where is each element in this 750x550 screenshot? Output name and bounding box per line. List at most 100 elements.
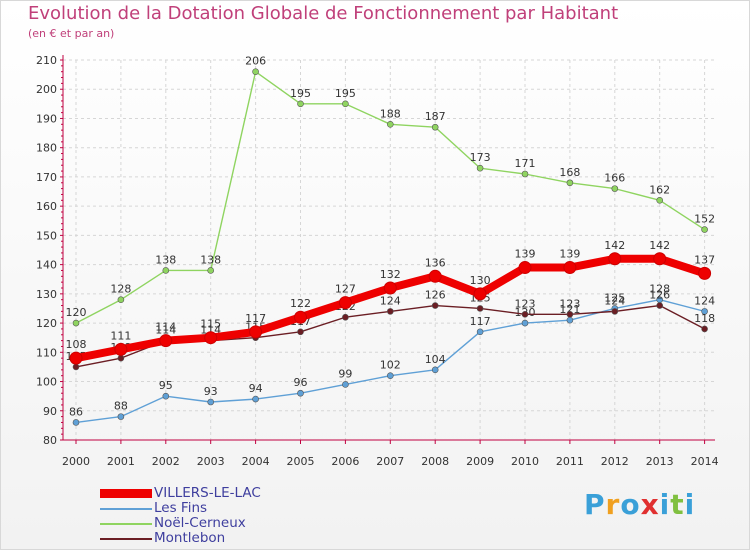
data-label-montlebon: 114: [155, 324, 176, 337]
legend-swatch-villers-le-lac: [100, 489, 152, 498]
data-point-les-fins: [566, 316, 574, 324]
x-tick-label: 2003: [197, 455, 225, 468]
data-point-no-l-cerneux: [476, 164, 484, 172]
logo-letter: r: [605, 488, 621, 521]
logo-letter: x: [640, 488, 660, 521]
data-point-les-fins: [252, 395, 259, 403]
data-point-villers-le-lac: [69, 351, 83, 365]
data-label-villers-le-lac: 108: [66, 338, 87, 351]
data-label-villers-le-lac: 139: [515, 248, 536, 261]
data-point-montlebon: [521, 311, 529, 318]
data-label-villers-le-lac: 122: [290, 297, 311, 310]
data-point-villers-le-lac: [159, 334, 173, 348]
data-point-villers-le-lac: [338, 296, 352, 310]
x-tick-label: 2008: [421, 455, 449, 468]
x-tick-label: 2009: [466, 455, 494, 468]
data-label-les-fins: 125: [604, 291, 625, 304]
data-point-les-fins: [431, 366, 439, 374]
logo-letter: t: [670, 488, 685, 521]
data-point-no-l-cerneux: [656, 197, 664, 204]
data-point-villers-le-lac: [698, 266, 712, 280]
data-label-les-fins: 121: [559, 303, 580, 316]
data-label-villers-le-lac: 130: [470, 274, 491, 287]
data-point-montlebon: [611, 308, 619, 315]
data-label-montlebon: 124: [380, 294, 401, 307]
data-label-les-fins: 102: [380, 359, 401, 372]
data-point-montlebon: [476, 305, 484, 312]
data-point-no-l-cerneux: [297, 100, 304, 108]
x-tick-label: 2010: [511, 455, 539, 468]
data-label-les-fins: 99: [338, 367, 352, 380]
data-point-montlebon: [566, 311, 574, 318]
data-label-montlebon: 123: [515, 297, 536, 310]
data-point-les-fins: [162, 392, 170, 400]
y-tick-label: 160: [36, 200, 57, 213]
chart-subtitle: (en € et par an): [28, 27, 115, 40]
logo-letter: P: [584, 488, 606, 521]
x-tick-label: 2005: [287, 455, 315, 468]
x-tick-label: 2014: [691, 455, 719, 468]
y-tick-label: 100: [36, 376, 57, 389]
data-label-no-l-cerneux: 138: [155, 253, 176, 266]
data-label-villers-le-lac: 142: [604, 239, 625, 252]
data-point-les-fins: [701, 308, 708, 315]
data-point-villers-le-lac: [563, 261, 577, 275]
legend-swatch-noel-cerneux: [100, 523, 152, 525]
y-tick-label: 110: [36, 346, 57, 359]
y-tick-label: 150: [36, 229, 57, 242]
data-point-no-l-cerneux: [386, 121, 394, 128]
data-point-no-l-cerneux: [611, 185, 619, 192]
data-label-no-l-cerneux: 195: [290, 87, 311, 100]
data-label-les-fins: 93: [204, 385, 218, 398]
data-point-no-l-cerneux: [252, 68, 259, 75]
y-tick-label: 180: [36, 142, 57, 155]
data-point-villers-le-lac: [428, 269, 442, 283]
x-tick-label: 2004: [242, 455, 270, 468]
data-label-montlebon: 126: [649, 289, 670, 302]
y-tick-label: 140: [36, 259, 57, 272]
data-label-no-l-cerneux: 206: [245, 55, 266, 68]
legend-label-noel-cerneux: Noël-Cerneux: [154, 515, 246, 531]
data-point-no-l-cerneux: [117, 296, 125, 303]
x-tick-label: 2013: [646, 455, 674, 468]
data-label-les-fins: 88: [114, 400, 128, 413]
x-tick-label: 2000: [62, 455, 90, 468]
data-label-montlebon: 124: [604, 294, 625, 307]
data-point-no-l-cerneux: [431, 123, 439, 131]
data-point-les-fins: [72, 419, 80, 426]
data-point-les-fins: [342, 381, 349, 388]
data-point-les-fins: [117, 413, 125, 420]
data-point-no-l-cerneux: [72, 319, 80, 327]
y-tick-label: 210: [36, 54, 57, 67]
data-point-montlebon: [72, 363, 80, 371]
y-tick-label: 80: [43, 434, 57, 447]
logo-letter: o: [620, 488, 641, 521]
data-point-no-l-cerneux: [162, 267, 170, 274]
data-label-no-l-cerneux: 162: [649, 183, 670, 196]
x-tick-label: 2001: [107, 455, 135, 468]
data-label-les-fins: 94: [249, 382, 263, 395]
data-point-villers-le-lac: [518, 261, 532, 275]
data-label-no-l-cerneux: 166: [604, 172, 625, 185]
data-label-villers-le-lac: 117: [245, 312, 266, 325]
chart-title: Evolution de la Dotation Globale de Fonc…: [28, 3, 619, 24]
data-point-montlebon: [386, 308, 394, 315]
data-point-villers-le-lac: [383, 281, 397, 295]
data-point-montlebon: [656, 302, 664, 309]
data-label-les-fins: 128: [649, 283, 670, 296]
x-tick-label: 2006: [331, 455, 359, 468]
data-point-montlebon: [431, 302, 439, 309]
data-label-villers-le-lac: 139: [559, 248, 580, 261]
data-label-les-fins: 117: [470, 315, 491, 328]
data-point-les-fins: [476, 328, 484, 336]
data-label-no-l-cerneux: 187: [425, 110, 446, 123]
data-label-montlebon: 118: [694, 312, 715, 325]
data-label-les-fins: 104: [425, 353, 446, 366]
data-label-no-l-cerneux: 128: [110, 283, 131, 296]
data-label-villers-le-lac: 114: [155, 321, 176, 334]
data-label-no-l-cerneux: 188: [380, 107, 401, 120]
data-label-les-fins: 86: [69, 405, 83, 418]
y-tick-label: 170: [36, 171, 57, 184]
data-point-villers-le-lac: [608, 252, 622, 266]
data-label-villers-le-lac: 127: [335, 283, 356, 296]
